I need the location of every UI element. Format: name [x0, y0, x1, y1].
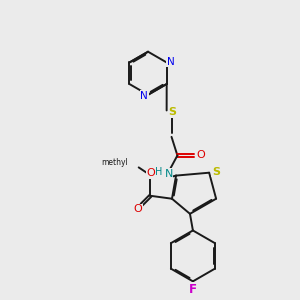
Text: S: S	[169, 107, 176, 117]
Text: H: H	[155, 167, 163, 177]
Text: S: S	[212, 167, 220, 177]
Text: O: O	[146, 168, 155, 178]
Text: N: N	[167, 56, 175, 67]
Text: O: O	[133, 205, 142, 214]
Text: F: F	[189, 283, 197, 296]
Text: N: N	[140, 91, 148, 101]
Text: N: N	[164, 169, 173, 179]
Text: O: O	[196, 151, 205, 160]
Text: methyl: methyl	[101, 158, 128, 167]
